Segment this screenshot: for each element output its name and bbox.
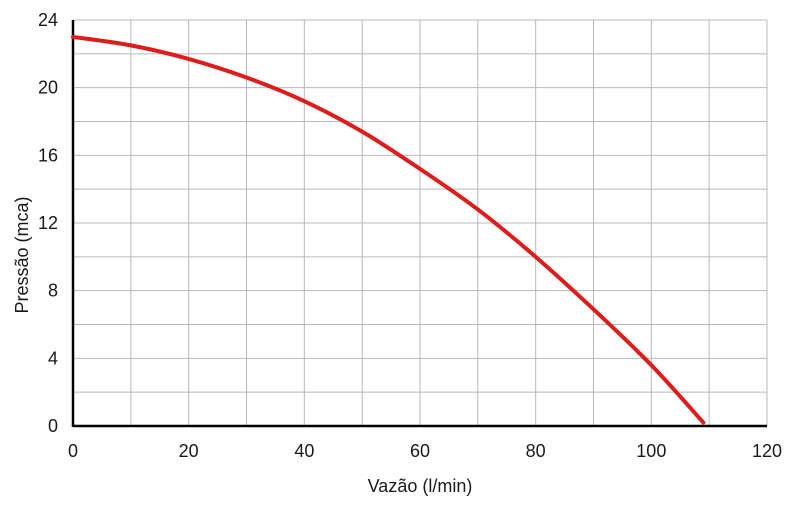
x-tick-label: 0 bbox=[68, 441, 78, 461]
y-tick-label: 4 bbox=[48, 348, 58, 368]
series bbox=[71, 34, 706, 425]
y-tick-label: 20 bbox=[38, 78, 58, 98]
y-tick-label: 12 bbox=[38, 213, 58, 233]
y-tick-label: 16 bbox=[38, 145, 58, 165]
x-tick-label: 80 bbox=[526, 441, 546, 461]
x-tick-label: 120 bbox=[752, 441, 782, 461]
y-tick-labels: 0 4 8 12 16 20 24 bbox=[38, 10, 58, 436]
x-tick-label: 20 bbox=[179, 441, 199, 461]
x-tick-label: 40 bbox=[294, 441, 314, 461]
x-tick-label: 60 bbox=[410, 441, 430, 461]
x-axis-label: Vazão (l/min) bbox=[368, 476, 473, 496]
pressure-curve bbox=[71, 34, 706, 425]
x-tick-label: 100 bbox=[636, 441, 666, 461]
y-tick-label: 24 bbox=[38, 10, 58, 30]
y-axis-label: Pressão (mca) bbox=[12, 196, 32, 313]
axes bbox=[71, 20, 767, 428]
grid bbox=[72, 19, 768, 427]
x-tick-labels: 0 20 40 60 80 100 120 bbox=[68, 441, 782, 461]
y-tick-label: 0 bbox=[48, 416, 58, 436]
y-tick-label: 8 bbox=[48, 281, 58, 301]
